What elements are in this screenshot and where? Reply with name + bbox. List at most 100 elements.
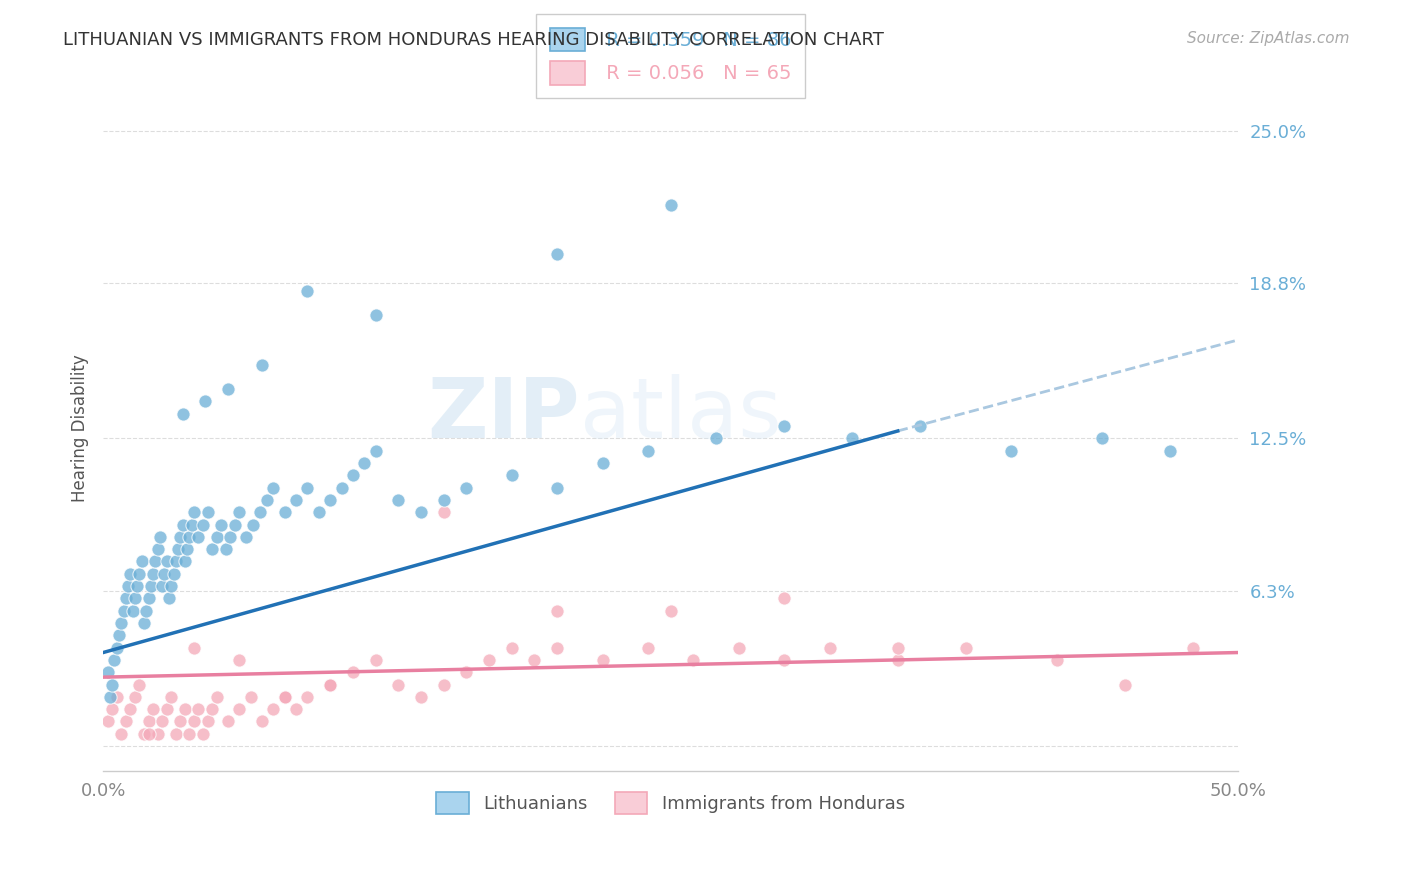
Point — [120, 566, 142, 581]
Point — [256, 492, 278, 507]
Point — [285, 702, 308, 716]
Point — [228, 653, 250, 667]
Point — [727, 640, 749, 655]
Text: LITHUANIAN VS IMMIGRANTS FROM HONDURAS HEARING DISABILITY CORRELATION CHART: LITHUANIAN VS IMMIGRANTS FROM HONDURAS H… — [63, 31, 884, 49]
Point — [114, 591, 136, 606]
Point — [215, 542, 238, 557]
Point — [201, 542, 224, 557]
Point — [201, 702, 224, 716]
Point — [156, 554, 179, 568]
Point — [364, 308, 387, 322]
Point — [167, 542, 190, 557]
Point — [239, 690, 262, 704]
Point — [342, 468, 364, 483]
Point — [97, 714, 120, 729]
Point — [501, 640, 523, 655]
Point — [197, 505, 219, 519]
Point — [165, 727, 187, 741]
Point — [274, 505, 297, 519]
Point — [101, 702, 124, 716]
Point — [592, 456, 614, 470]
Point — [183, 505, 205, 519]
Point — [219, 530, 242, 544]
Point — [179, 727, 201, 741]
Point — [1159, 443, 1181, 458]
Point — [124, 591, 146, 606]
Point — [194, 394, 217, 409]
Point — [138, 727, 160, 741]
Point — [150, 714, 173, 729]
Point — [704, 431, 727, 445]
Point — [887, 653, 910, 667]
Point — [142, 566, 165, 581]
Point — [297, 284, 319, 298]
Point — [97, 665, 120, 680]
Point — [682, 653, 704, 667]
Point — [523, 653, 546, 667]
Point — [637, 443, 659, 458]
Point — [297, 481, 319, 495]
Point — [659, 604, 682, 618]
Point — [592, 653, 614, 667]
Point — [209, 517, 232, 532]
Text: Source: ZipAtlas.com: Source: ZipAtlas.com — [1187, 31, 1350, 46]
Point — [131, 554, 153, 568]
Point — [173, 554, 195, 568]
Point — [297, 690, 319, 704]
Point — [146, 542, 169, 557]
Point — [330, 481, 353, 495]
Point — [173, 702, 195, 716]
Point — [105, 640, 128, 655]
Point — [179, 530, 201, 544]
Point — [132, 727, 155, 741]
Point — [228, 505, 250, 519]
Point — [250, 358, 273, 372]
Point — [409, 505, 432, 519]
Point — [205, 690, 228, 704]
Point — [501, 468, 523, 483]
Point — [217, 382, 239, 396]
Point — [120, 702, 142, 716]
Point — [1046, 653, 1069, 667]
Point — [274, 690, 297, 704]
Point — [546, 604, 568, 618]
Point — [773, 419, 796, 434]
Point — [659, 197, 682, 211]
Point — [262, 481, 284, 495]
Point — [105, 690, 128, 704]
Point — [128, 566, 150, 581]
Point — [153, 566, 176, 581]
Point — [124, 690, 146, 704]
Text: atlas: atlas — [579, 375, 782, 455]
Point — [242, 517, 264, 532]
Point — [138, 714, 160, 729]
Point — [127, 579, 149, 593]
Point — [110, 615, 132, 630]
Point — [546, 246, 568, 260]
Point — [205, 530, 228, 544]
Point — [818, 640, 841, 655]
Point — [274, 690, 297, 704]
Point — [143, 554, 166, 568]
Point — [308, 505, 330, 519]
Point — [132, 615, 155, 630]
Point — [637, 640, 659, 655]
Point — [108, 628, 131, 642]
Point — [128, 677, 150, 691]
Point — [172, 517, 194, 532]
Point — [955, 640, 977, 655]
Point — [112, 604, 135, 618]
Point — [409, 690, 432, 704]
Point — [1181, 640, 1204, 655]
Point — [176, 542, 198, 557]
Text: ZIP: ZIP — [427, 375, 579, 455]
Point — [546, 481, 568, 495]
Point — [364, 443, 387, 458]
Point — [841, 431, 863, 445]
Point — [191, 727, 214, 741]
Point — [228, 702, 250, 716]
Point — [149, 530, 172, 544]
Point — [262, 702, 284, 716]
Point — [342, 665, 364, 680]
Point — [121, 604, 143, 618]
